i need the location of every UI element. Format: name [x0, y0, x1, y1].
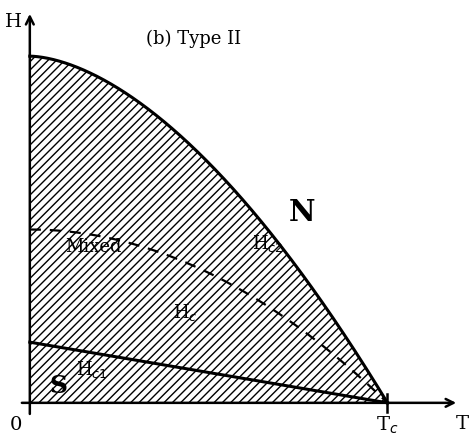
Text: H$_{c1}$: H$_{c1}$	[76, 359, 108, 381]
Text: Mixed: Mixed	[65, 238, 122, 256]
Text: T$_c$: T$_c$	[376, 415, 399, 436]
Text: 0: 0	[9, 416, 22, 434]
Text: H: H	[5, 12, 22, 30]
Text: T: T	[456, 415, 469, 433]
Text: S: S	[49, 373, 67, 397]
Text: (b) Type II: (b) Type II	[146, 30, 241, 48]
Text: N: N	[288, 198, 315, 227]
Text: H$_{c}$: H$_{c}$	[173, 302, 198, 323]
Text: H$_{c2}$: H$_{c2}$	[252, 233, 283, 254]
